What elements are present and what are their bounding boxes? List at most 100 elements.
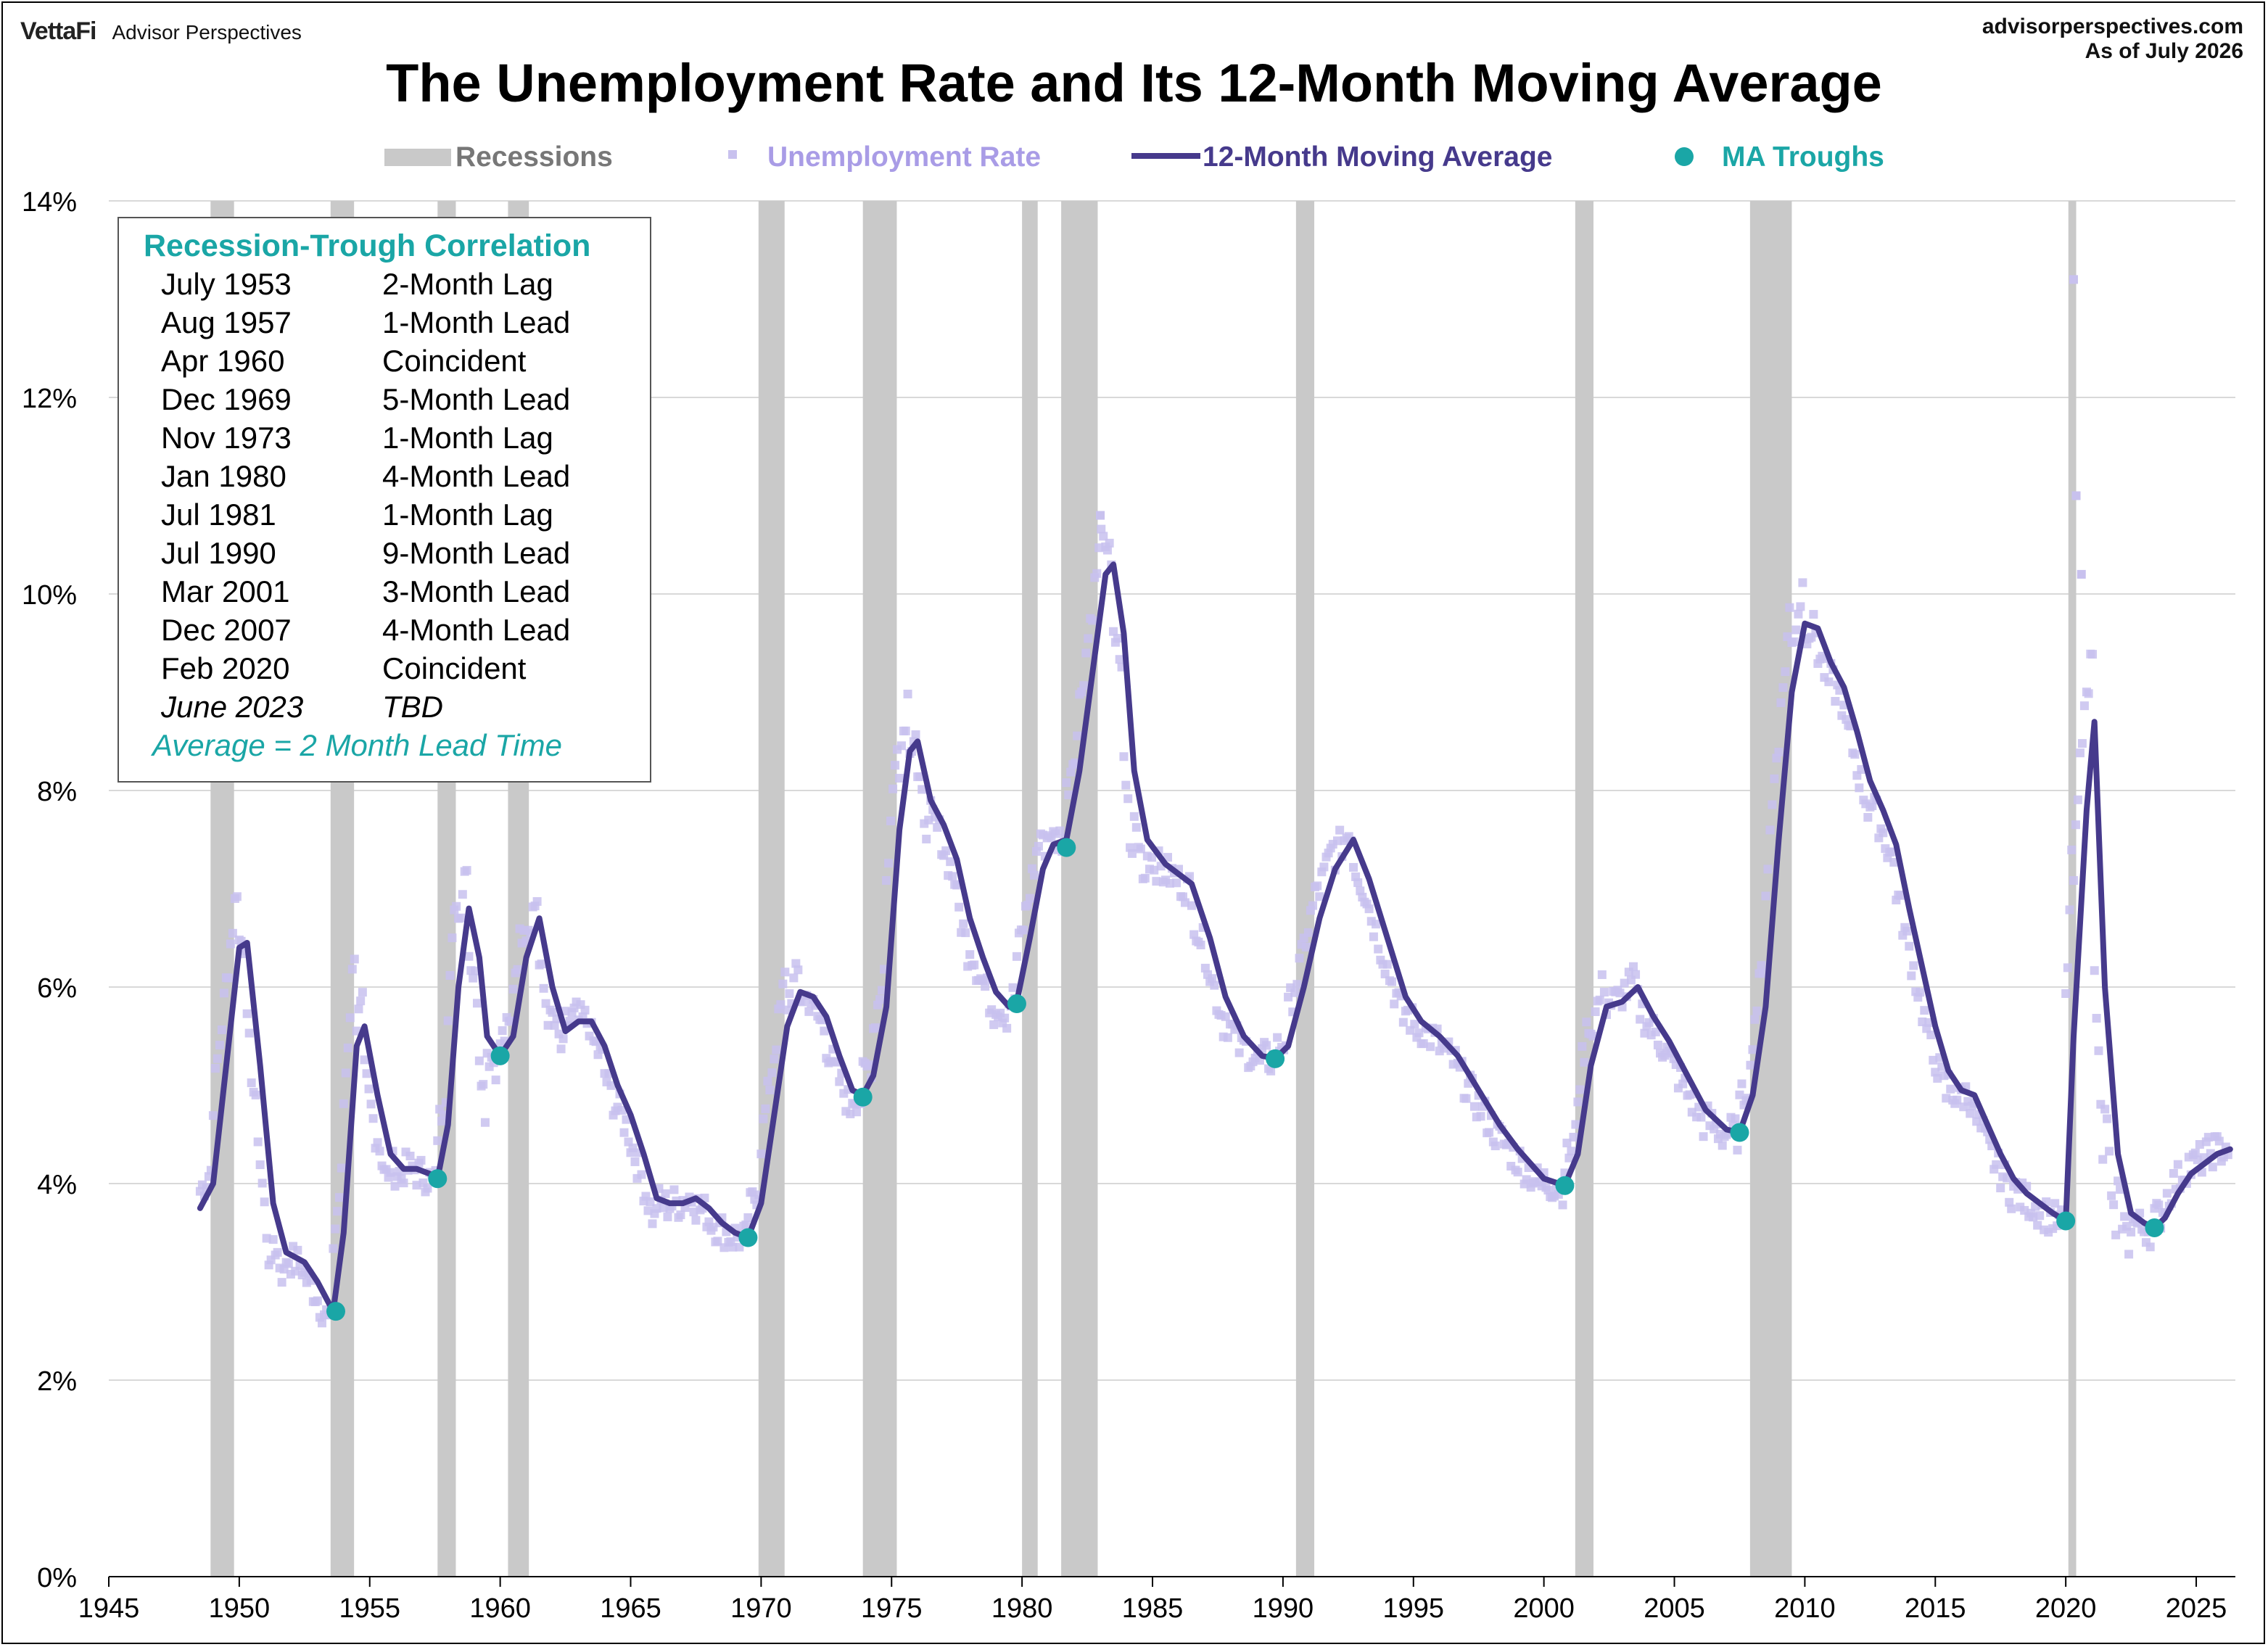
unemployment-point — [1653, 1040, 1662, 1049]
unemployment-point — [1946, 1084, 1955, 1094]
unemployment-point — [445, 971, 455, 981]
unemployment-point — [981, 982, 990, 991]
unemployment-point — [1262, 1041, 1271, 1050]
unemployment-point — [1620, 978, 1629, 988]
x-tick-label: 1945 — [78, 1593, 140, 1624]
unemployment-point — [1902, 926, 1912, 936]
recession-bar — [1749, 201, 1792, 1577]
unemployment-point — [1785, 603, 1794, 612]
unemployment-point — [1308, 901, 1318, 910]
unemployment-point — [472, 999, 482, 1008]
unemployment-point — [1952, 1095, 1962, 1105]
unemployment-point — [2127, 1227, 2136, 1237]
unemployment-point — [2090, 966, 2099, 975]
unemployment-point — [375, 1147, 384, 1156]
unemployment-point — [970, 960, 979, 970]
unemployment-point — [1485, 1128, 1494, 1137]
unemployment-point — [778, 979, 788, 988]
row-date: Aug 1957 — [161, 305, 292, 339]
correlation-row: Nov 1973 1-Month Lag — [161, 421, 625, 459]
unemployment-point — [1761, 891, 1770, 901]
unemployment-point — [2071, 491, 2081, 500]
unemployment-point — [2154, 1200, 2164, 1210]
unemployment-point — [244, 1028, 254, 1038]
unemployment-point — [399, 1179, 408, 1188]
source-block: advisorperspectives.com As of July 2026 — [1982, 15, 2243, 64]
unemployment-point — [329, 1244, 338, 1253]
unemployment-point — [1824, 677, 1834, 687]
unemployment-point — [339, 1099, 348, 1108]
unemployment-point — [2105, 1147, 2114, 1156]
correlation-row: Dec 2007 4-Month Lead — [161, 613, 625, 651]
unemployment-point — [865, 1060, 874, 1070]
legend-ma-label: 12-Month Moving Average — [1203, 141, 1553, 173]
unemployment-point — [1018, 925, 1028, 935]
unemployment-point — [669, 1185, 679, 1194]
row-relation: 5-Month Lead — [382, 382, 571, 416]
unemployment-point — [1414, 1028, 1424, 1038]
unemployment-point — [366, 1099, 376, 1109]
legend-unemployment-label: Unemployment Rate — [767, 141, 1041, 173]
unemployment-point — [1097, 524, 1106, 534]
unemployment-point — [2075, 748, 2085, 758]
unemployment-point — [1353, 878, 1363, 888]
unemployment-point — [793, 965, 803, 975]
unemployment-point — [232, 892, 242, 901]
unemployment-point — [1140, 873, 1150, 883]
unemployment-point — [895, 774, 904, 783]
unemployment-point — [619, 1128, 629, 1137]
unemployment-point — [1273, 1033, 1282, 1042]
unemployment-point — [884, 859, 894, 868]
unemployment-point — [1564, 1153, 1574, 1163]
unemployment-point — [215, 1041, 224, 1050]
correlation-row: July 1953 2-Month Lag — [161, 267, 625, 305]
row-relation: 9-Month Lead — [382, 536, 571, 570]
row-relation: 3-Month Lead — [382, 574, 571, 608]
unemployment-point — [1071, 758, 1080, 767]
ma-trough-marker — [853, 1087, 873, 1107]
unemployment-point — [1599, 988, 1609, 997]
correlation-table: Recession-Trough Correlation July 1953 2-… — [117, 217, 651, 783]
unemployment-point — [761, 1104, 770, 1113]
unemployment-point — [1907, 971, 1916, 981]
unemployment-point — [1850, 750, 1860, 759]
unemployment-point — [1595, 995, 1604, 1004]
row-date: July 1953 — [161, 267, 292, 301]
unemployment-point — [1887, 847, 1897, 856]
unemployment-point — [959, 919, 968, 928]
unemployment-point — [1382, 959, 1392, 969]
unemployment-point — [1966, 1109, 1975, 1118]
unemployment-point — [1315, 892, 1324, 901]
unemployment-point — [1926, 1031, 1936, 1040]
ma-trough-marker — [1007, 994, 1026, 1014]
unemployment-point — [941, 846, 951, 856]
unemployment-point — [390, 1181, 400, 1191]
row-relation: 4-Month Lead — [382, 459, 571, 493]
unemployment-point — [1012, 952, 1021, 961]
correlation-row: Jan 1980 4-Month Lead — [161, 459, 625, 498]
unemployment-point — [1781, 667, 1790, 677]
row-relation: Coincident — [382, 344, 527, 378]
unemployment-point — [1750, 1015, 1760, 1024]
x-tick-label: 2025 — [2166, 1593, 2227, 1624]
unemployment-point — [1115, 655, 1124, 664]
recession-bar — [862, 201, 897, 1577]
x-tick-label: 1975 — [861, 1593, 923, 1624]
unemployment-point — [1092, 569, 1102, 578]
ma-trough-marker — [1555, 1176, 1575, 1195]
unemployment-point — [767, 1068, 777, 1078]
unemployment-point — [464, 952, 474, 961]
x-tick-label: 1980 — [991, 1593, 1053, 1624]
unemployment-point — [1055, 826, 1065, 835]
y-tick-label: 2% — [37, 1366, 77, 1397]
unemployment-point — [1469, 1102, 1479, 1111]
unemployment-point — [1573, 1097, 1583, 1107]
unemployment-point — [580, 1005, 590, 1015]
unemployment-point — [933, 822, 942, 832]
unemployment-point — [1905, 941, 1914, 951]
unemployment-point — [1763, 864, 1773, 874]
unemployment-point — [2169, 1168, 2178, 1178]
correlation-row: Mar 2001 3-Month Lead — [161, 574, 625, 613]
unemployment-point — [1582, 1017, 1591, 1027]
